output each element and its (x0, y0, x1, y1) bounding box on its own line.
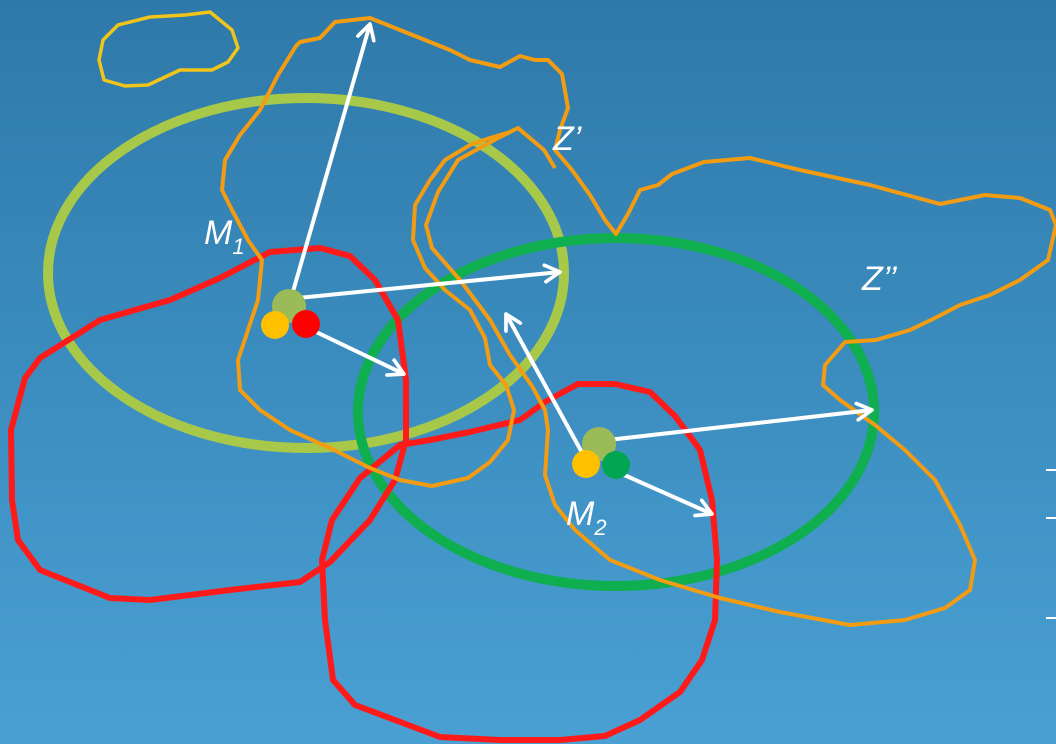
red-contour-right (319, 381, 720, 743)
arrow-m1-right (297, 272, 560, 300)
arrow-m2-up-left (506, 314, 587, 459)
arrow-m1-down-right (311, 328, 404, 374)
orange-contour-z-prime-left (276, 16, 1056, 627)
label-z-prime: Z’ (552, 120, 582, 158)
red-contour-left (8, 245, 409, 603)
ellipse-m2 (353, 233, 879, 591)
arrow-m2-down-right (621, 472, 712, 514)
label-m2: M2 (566, 495, 607, 540)
arrow-m1-up (288, 24, 370, 303)
orange-contour-z-prime-inner (220, 74, 516, 488)
small-yellow-contour (97, 10, 240, 88)
label-z-double-prime: Z’’ (861, 260, 897, 298)
arrow-m2-right (607, 410, 872, 442)
ellipse-m1 (43, 93, 569, 453)
dot-m2-green (602, 451, 630, 479)
dot-m1-red (292, 310, 320, 338)
dot-m2-yellow (572, 450, 600, 478)
label-m1: M1 (204, 214, 245, 259)
dot-m1-yellow (261, 311, 289, 339)
